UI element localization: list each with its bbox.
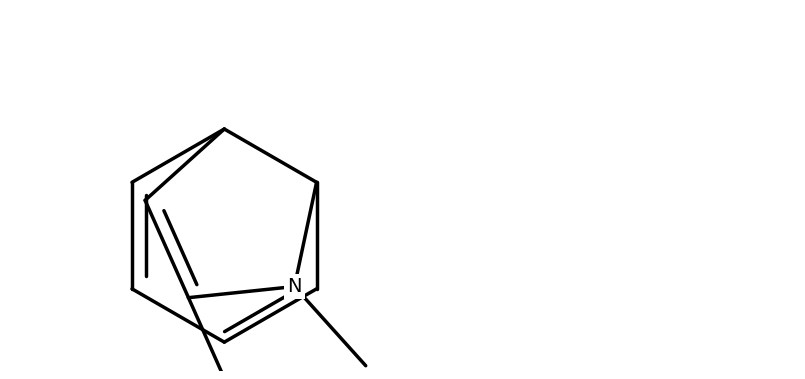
Text: N: N: [287, 277, 302, 296]
